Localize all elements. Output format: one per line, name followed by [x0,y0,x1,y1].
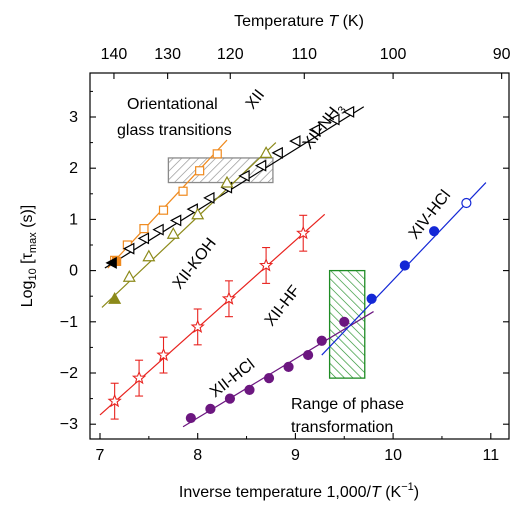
fit-lines [99,106,487,428]
y-tick-label: −1 [60,314,78,331]
y-tick-label: 1 [69,211,78,228]
top-tick-label: 90 [493,46,511,63]
point-xii-koh [122,269,136,282]
point-xii-hcl [316,335,327,346]
label-xii: XII [243,87,268,113]
point-xii [195,166,205,176]
point-xii-nh3 [342,105,355,118]
point-xii-hf [107,393,122,408]
data-markers [105,105,472,424]
top-tick-label: 130 [154,46,181,63]
point-xii-hcl [283,361,294,372]
x-tick-label: 7 [96,447,105,464]
point-xiv-hcl-open [461,197,472,209]
point-xii-nh3 [328,113,340,126]
point-xii-koh [191,207,205,220]
point-xii [178,186,188,196]
top-tick-label: 120 [217,46,244,63]
top-tick-label: 140 [101,46,128,63]
point-xii-nh3 [137,232,150,245]
y-tick-label: 0 [69,263,78,280]
point-xii-nh3 [169,214,182,227]
point-xii-koh-filled [108,292,122,304]
point-xii-nh3 [308,123,321,136]
y-axis-title: Log10 [τmax (s)] [19,205,39,308]
point-xii-hf [221,291,237,305]
top-tick-label: 110 [292,46,318,63]
x-axis-title: Inverse temperature 1,000/T (K−1) [179,481,419,501]
point-xii-nh3-filled [105,256,117,269]
x-tick-label: 10 [384,447,402,464]
y-tick-label: −2 [60,365,78,382]
orientational-annotation-line1: Orientational [127,96,218,113]
point-xii-koh [259,146,273,158]
point-xii-nh3 [289,135,301,148]
point-xii [139,224,149,234]
point-xii-hcl [244,384,255,395]
point-xiv-hcl [399,260,410,271]
label-xiv-hcl: XIV-HCl [406,187,454,242]
point-xii-nh3 [152,223,164,236]
point-xiv-hcl [429,226,440,237]
point-xii-hf [131,370,147,385]
x-tick-label: 8 [193,447,202,464]
point-xii-hcl [205,403,216,414]
x-tick-label: 9 [291,447,300,464]
point-xii-nh3 [203,191,215,204]
point-xii-koh [166,226,180,239]
top-tick-label: 100 [380,46,407,63]
y-tick-label: 2 [69,160,78,177]
point-xii [212,149,222,159]
point-xiv-hcl [366,293,377,304]
point-xii-koh [220,175,234,188]
point-xii-hcl [185,412,196,424]
orientational-annotation-line2: glass transitions [117,122,232,139]
point-xii-hcl [224,393,236,404]
axis-ticks: 7 8 9 10 11 −3 −2 −1 0 1 2 3 140 130 120 110 100 90 [60,46,511,464]
point-xii-nh3 [123,242,135,255]
range-annotation-line2: transformation [291,419,393,436]
y-tick-label: −3 [60,416,78,433]
point-xii-nh3 [271,146,283,159]
top-axis-title: Temperature T (K) [234,13,364,30]
range-annotation-line1: Range of phase [291,396,404,413]
label-xii-nh3: XII-NH3 [300,99,349,154]
point-xii-hcl [263,373,275,384]
point-xii-hf [190,319,205,333]
orientational-glass-box [167,157,274,184]
point-xii-hcl [303,349,314,361]
label-xii-koh: XII-KOH [170,235,220,292]
point-xii-hcl [339,316,350,327]
plot-frame [89,72,510,440]
point-xii-hf [258,257,274,272]
y-tick-label: 3 [69,109,78,126]
point-xii-nh3 [254,159,267,172]
point-xii-hf [156,347,171,362]
point-xii-hf [296,225,311,240]
point-xii-nh3 [238,169,250,182]
x-tick-label: 11 [482,447,499,464]
point-xii [158,205,169,215]
point-xii-koh [142,249,156,262]
label-xii-hf: XII-HF [262,282,304,329]
